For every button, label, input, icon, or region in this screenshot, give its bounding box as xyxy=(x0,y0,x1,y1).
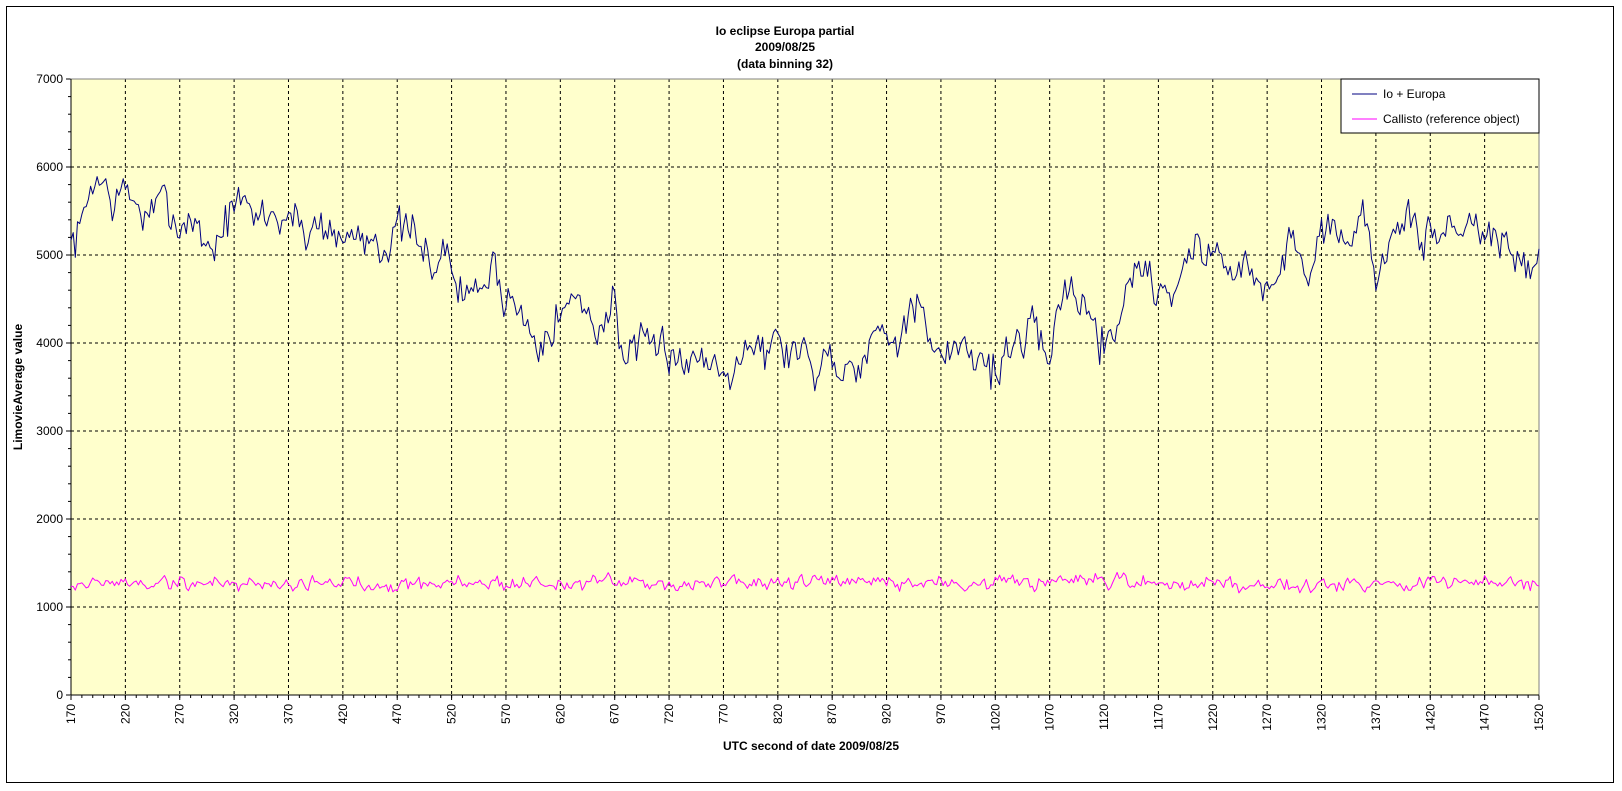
y-tick-label: 1000 xyxy=(36,600,63,614)
x-tick-label: 1370 xyxy=(1369,704,1383,731)
legend-box xyxy=(1340,78,1540,134)
x-tick-label: 1120 xyxy=(1097,704,1111,730)
series-line-io-europa xyxy=(70,176,1540,392)
x-tick-label: 720 xyxy=(662,704,676,724)
x-tick-label: 620 xyxy=(553,704,567,724)
x-tick-label: 520 xyxy=(445,704,459,724)
chart-title-line-2: 2009/08/25 xyxy=(755,40,815,54)
y-axis-title: LimovieAverage value xyxy=(11,324,25,451)
x-tick-label: 270 xyxy=(173,704,187,724)
x-tick-label: 170 xyxy=(64,704,78,724)
chart-title: Io eclipse Europa partial 2009/08/25 (da… xyxy=(716,24,855,71)
y-tick-label: 0 xyxy=(56,688,63,702)
x-tick-label: 1470 xyxy=(1478,704,1492,731)
x-tick-label: 820 xyxy=(771,704,785,724)
x-tick-label: 1220 xyxy=(1206,704,1220,731)
x-tick-label: 370 xyxy=(281,704,295,724)
x-tick-label: 1170 xyxy=(1151,704,1165,730)
x-tick-label: 970 xyxy=(934,704,948,724)
line-chart: Io eclipse Europa partial 2009/08/25 (da… xyxy=(11,24,1546,753)
x-axis-title: UTC second of date 2009/08/25 xyxy=(723,739,899,753)
x-tick-label: 570 xyxy=(499,704,513,724)
y-tick-label: 7000 xyxy=(36,72,63,86)
legend: Io + Europa Callisto (reference object) xyxy=(1340,78,1540,134)
plot-area xyxy=(71,79,1539,695)
x-tick-label: 1420 xyxy=(1423,704,1437,731)
tick-labels: 0 1000 2000 3000 4000 5000 6000 7000 170 220 270 32… xyxy=(36,72,1546,731)
y-tick-label: 3000 xyxy=(36,424,63,438)
chart-title-line-1: Io eclipse Europa partial xyxy=(716,24,855,38)
series-lines xyxy=(70,176,1540,594)
gridlines xyxy=(71,79,1539,695)
x-tick-label: 1520 xyxy=(1532,704,1546,731)
y-tick-label: 6000 xyxy=(36,160,63,174)
x-tick-label: 1020 xyxy=(988,704,1002,731)
x-tick-label: 670 xyxy=(608,704,622,724)
x-tick-label: 470 xyxy=(390,704,404,724)
x-tick-label: 1320 xyxy=(1315,704,1329,731)
y-tick-label: 4000 xyxy=(36,336,63,350)
x-tick-label: 920 xyxy=(880,704,894,724)
x-tick-label: 1070 xyxy=(1043,704,1057,731)
y-tick-label: 2000 xyxy=(36,512,63,526)
chart-frame: Io eclipse Europa partial 2009/08/25 (da… xyxy=(6,6,1614,783)
legend-label-io-europa: Io + Europa xyxy=(1383,87,1446,101)
axes xyxy=(66,78,1540,700)
x-tick-label: 320 xyxy=(227,704,241,724)
x-tick-label: 420 xyxy=(336,704,350,724)
x-tick-label: 770 xyxy=(716,704,730,724)
x-tick-label: 1270 xyxy=(1260,704,1274,731)
chart-title-line-3: (data binning 32) xyxy=(737,57,833,71)
series-line-callisto xyxy=(70,571,1540,594)
x-tick-label: 220 xyxy=(118,704,132,724)
y-tick-label: 5000 xyxy=(36,248,63,262)
x-tick-label: 870 xyxy=(825,704,839,724)
legend-label-callisto: Callisto (reference object) xyxy=(1383,112,1520,126)
